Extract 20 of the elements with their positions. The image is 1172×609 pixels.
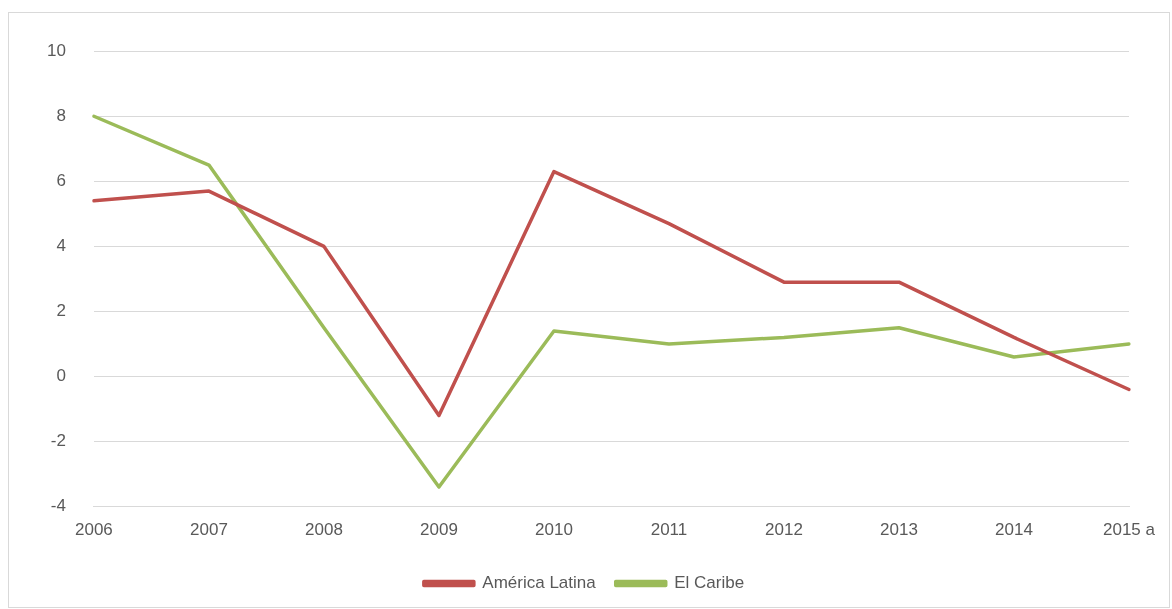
legend-label: El Caribe (674, 573, 745, 593)
x-tick-label: 2008 (305, 520, 343, 540)
legend-label: América Latina (482, 573, 597, 593)
y-tick-label: 4 (56, 236, 66, 256)
y-tick-label: 2 (56, 301, 66, 321)
x-tick-label: 2013 (880, 520, 918, 540)
x-tick-label: 2009 (420, 520, 458, 540)
y-tick-label: 0 (56, 366, 66, 386)
y-tick-label: 8 (56, 105, 66, 125)
y-tick-label: 10 (46, 40, 66, 60)
x-tick-label: 2011 (650, 520, 688, 540)
y-tick-label: -4 (50, 496, 66, 516)
y-tick-label: -2 (50, 431, 66, 451)
x-tick-label: 2006 (75, 520, 113, 540)
x-tick-label: 2015 a (1103, 520, 1156, 540)
x-tick-label: 2014 (995, 520, 1033, 540)
x-tick-label: 2012 (765, 520, 803, 540)
x-tick-label: 2010 (535, 520, 573, 540)
y-tick-label: 6 (56, 171, 66, 190)
x-tick-label: 2007 (190, 520, 228, 540)
